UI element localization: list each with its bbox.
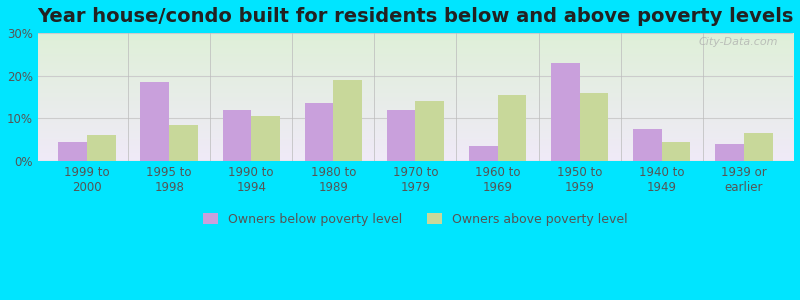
Bar [58, 142, 87, 161]
Bar [498, 95, 526, 161]
Bar [305, 103, 334, 161]
Bar [715, 144, 744, 161]
Bar [551, 63, 580, 161]
Bar [633, 129, 662, 161]
Legend: Owners below poverty level, Owners above poverty level: Owners below poverty level, Owners above… [198, 208, 633, 231]
Bar [386, 110, 415, 161]
Bar [744, 133, 773, 161]
Text: City-Data.com: City-Data.com [698, 37, 778, 47]
Title: Year house/condo built for residents below and above poverty levels: Year house/condo built for residents bel… [38, 7, 794, 26]
Bar [580, 93, 608, 161]
Bar [469, 146, 498, 161]
Bar [662, 142, 690, 161]
Bar [334, 80, 362, 161]
Bar [251, 116, 280, 161]
Bar [141, 82, 169, 161]
Bar [222, 110, 251, 161]
Bar [87, 135, 116, 161]
Bar [169, 124, 198, 161]
Bar [415, 101, 444, 161]
